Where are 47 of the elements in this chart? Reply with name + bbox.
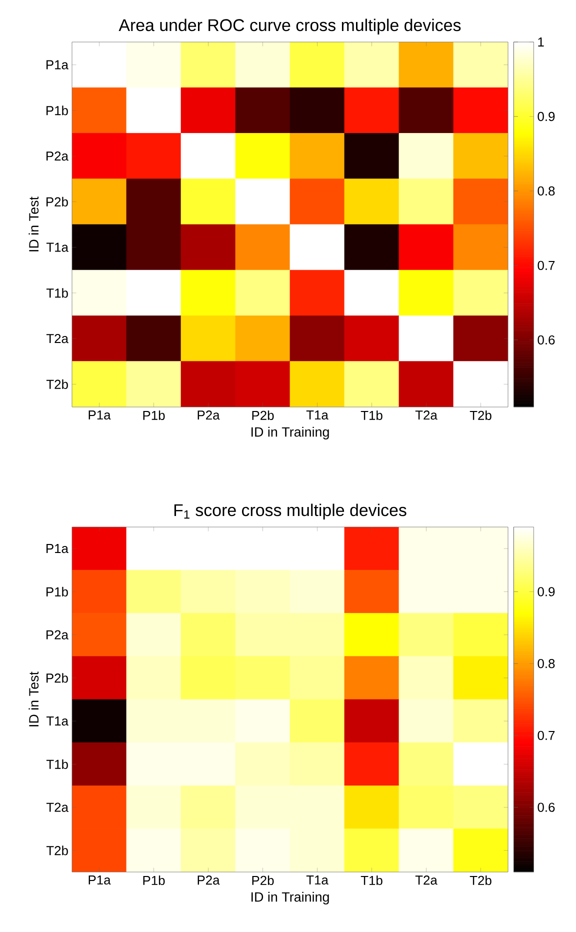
x-tick-label: P2b: [252, 876, 274, 886]
y-tick-label: P1b: [46, 106, 68, 116]
y-tick-label: T1b: [46, 288, 68, 298]
x-axis-title: ID in Training: [251, 426, 329, 440]
x-tick-label: P2a: [198, 410, 220, 420]
color-bar-label: 0.8: [538, 186, 555, 196]
x-tick-label: T2a: [415, 410, 438, 420]
chart-title: F$_{1}$ score cross multiple devices: [174, 504, 406, 520]
y-axis-title: ID in Test: [28, 196, 39, 252]
chart-title: Area under ROC curve cross multiple devices: [118, 18, 461, 35]
y-tick-label: T1a: [46, 716, 68, 726]
y-tick-label: P2a: [46, 630, 68, 640]
y-tick-label: P1a: [46, 60, 68, 70]
y-tick-label: T1a: [46, 242, 68, 252]
color-bar-label: 0.9: [538, 587, 555, 596]
x-tick-label: P2a: [198, 876, 220, 885]
x-tick-label: P2b: [252, 410, 274, 420]
y-tick-label: P1a: [46, 544, 68, 554]
color-bar-label: 0.7: [538, 260, 555, 270]
x-tick-label: T1a: [306, 876, 328, 885]
x-tick-label: P1a: [88, 410, 111, 420]
y-tick-label: T2b: [46, 846, 68, 856]
y-tick-label: T1b: [46, 759, 68, 769]
y-tick-label: P2b: [46, 673, 68, 683]
x-tick-label: T2a: [415, 876, 438, 885]
y-axis-title: ID in Test: [28, 672, 39, 726]
color-bar-label: 0.8: [538, 658, 555, 668]
y-tick-label: P2a: [46, 151, 68, 161]
color-bar-label: 0.6: [538, 335, 555, 345]
color-bar-label: 1: [538, 38, 544, 46]
x-tick-label: T1b: [360, 410, 382, 420]
x-tick-label: P1b: [143, 876, 165, 886]
x-axis-title: ID in Training: [251, 892, 329, 904]
y-tick-label: P2b: [46, 196, 68, 206]
x-tick-label: T1b: [360, 876, 382, 886]
x-tick-label: P1b: [143, 410, 165, 420]
x-tick-label: P1a: [88, 876, 111, 885]
color-bar-label: 0.7: [538, 730, 555, 740]
y-tick-label: T2a: [46, 334, 68, 344]
color-bar-label: 0.9: [538, 112, 555, 122]
y-tick-label: T2b: [46, 379, 68, 389]
y-tick-label: P1b: [46, 586, 68, 596]
color-bar-label: 0.6: [538, 802, 555, 812]
x-tick-label: T1a: [306, 410, 328, 420]
x-tick-label: T2b: [470, 410, 492, 420]
x-tick-label: T2b: [470, 876, 492, 886]
y-tick-label: T2a: [46, 802, 68, 812]
